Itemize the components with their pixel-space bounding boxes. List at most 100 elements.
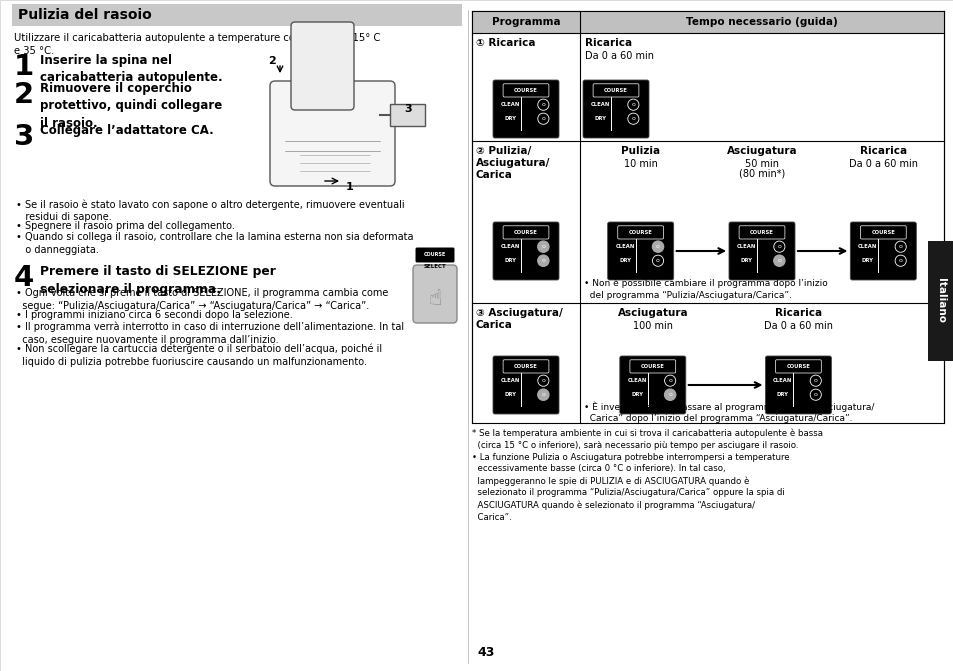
Text: DRY: DRY xyxy=(504,116,516,121)
Bar xyxy=(472,11,943,33)
Text: Inserire la spina nel
caricabatteria autopulente.: Inserire la spina nel caricabatteria aut… xyxy=(40,54,222,85)
Text: o: o xyxy=(541,258,545,263)
Text: • Se il rasoio è stato lavato con sapone o altro detergente, rimuovere eventuali: • Se il rasoio è stato lavato con sapone… xyxy=(16,199,404,222)
Text: CLEAN: CLEAN xyxy=(736,244,756,249)
Text: COURSE: COURSE xyxy=(514,88,537,93)
Text: CLEAN: CLEAN xyxy=(627,378,646,383)
FancyBboxPatch shape xyxy=(593,84,639,97)
Text: 2: 2 xyxy=(268,56,275,66)
Text: Rimuovere il coperchio
protettivo, quindi collegare
il rasoio.: Rimuovere il coperchio protettivo, quind… xyxy=(40,82,222,130)
FancyBboxPatch shape xyxy=(582,80,648,138)
Text: o: o xyxy=(541,378,545,383)
Text: • Non è possibile cambiare il programma dopo l’inizio
  del programma “Pulizia/A: • Non è possibile cambiare il programma … xyxy=(583,279,827,299)
Text: COURSE: COURSE xyxy=(603,88,627,93)
Text: DRY: DRY xyxy=(631,393,642,397)
FancyBboxPatch shape xyxy=(764,356,830,414)
FancyBboxPatch shape xyxy=(607,222,673,280)
Text: Programma: Programma xyxy=(491,17,559,27)
Bar xyxy=(390,104,424,126)
Circle shape xyxy=(664,389,675,401)
Text: o: o xyxy=(777,244,781,249)
Text: DRY: DRY xyxy=(776,393,788,397)
Text: 1: 1 xyxy=(346,182,354,192)
Text: COURSE: COURSE xyxy=(640,364,664,369)
Bar xyxy=(0,0,468,671)
Text: 1: 1 xyxy=(14,53,34,81)
Text: Da 0 a 60 min: Da 0 a 60 min xyxy=(584,51,654,61)
Text: • Non scollegare la cartuccia detergente o il serbatoio dell’acqua, poiché il
  : • Non scollegare la cartuccia detergente… xyxy=(16,344,382,367)
Text: Asciugatura: Asciugatura xyxy=(617,308,687,318)
Circle shape xyxy=(537,389,548,401)
Text: ① Ricarica: ① Ricarica xyxy=(476,38,535,48)
Text: CLEAN: CLEAN xyxy=(590,102,610,107)
FancyBboxPatch shape xyxy=(493,222,558,280)
Text: Asciugatura/: Asciugatura/ xyxy=(476,158,550,168)
FancyBboxPatch shape xyxy=(728,222,794,280)
FancyBboxPatch shape xyxy=(493,80,558,138)
Circle shape xyxy=(537,255,548,266)
Text: COURSE: COURSE xyxy=(514,230,537,235)
Text: o: o xyxy=(656,244,659,249)
Text: o: o xyxy=(631,116,635,121)
Text: ☝: ☝ xyxy=(428,289,441,309)
FancyBboxPatch shape xyxy=(416,248,454,262)
FancyBboxPatch shape xyxy=(502,84,548,97)
Text: • Quando si collega il rasoio, controllare che la lamina esterna non sia deforma: • Quando si collega il rasoio, controlla… xyxy=(16,232,413,255)
FancyBboxPatch shape xyxy=(849,222,916,280)
Text: o: o xyxy=(898,258,902,263)
FancyBboxPatch shape xyxy=(618,226,663,239)
Text: COURSE: COURSE xyxy=(628,230,652,235)
Text: Ricarica: Ricarica xyxy=(859,146,906,156)
Text: 3: 3 xyxy=(14,123,34,151)
Text: • È invece possibile passare al programma “Pulizia/Asciugatura/
  Carica” dopo l: • È invece possibile passare al programm… xyxy=(583,401,874,423)
FancyBboxPatch shape xyxy=(629,360,675,373)
Text: 43: 43 xyxy=(476,646,494,659)
Bar xyxy=(927,241,953,361)
Circle shape xyxy=(652,241,663,252)
Text: COURSE: COURSE xyxy=(870,230,894,235)
Text: COURSE: COURSE xyxy=(749,230,773,235)
Circle shape xyxy=(537,241,548,252)
Text: * Se la temperatura ambiente in cui si trova il caricabatteria autopulente è bas: * Se la temperatura ambiente in cui si t… xyxy=(472,429,822,521)
FancyBboxPatch shape xyxy=(291,22,354,110)
Text: Da 0 a 60 min: Da 0 a 60 min xyxy=(848,159,917,169)
Text: o: o xyxy=(541,393,545,397)
Text: Ricarica: Ricarica xyxy=(584,38,632,48)
Text: Carica: Carica xyxy=(476,320,513,330)
FancyBboxPatch shape xyxy=(413,265,456,323)
Text: Pulizia del rasoio: Pulizia del rasoio xyxy=(18,8,152,22)
Text: DRY: DRY xyxy=(861,258,873,263)
Text: o: o xyxy=(813,378,817,383)
Text: Asciugatura: Asciugatura xyxy=(726,146,797,156)
Text: 10 min: 10 min xyxy=(623,159,657,169)
Text: COURSE: COURSE xyxy=(785,364,809,369)
Text: CLEAN: CLEAN xyxy=(772,378,792,383)
Text: SELECT: SELECT xyxy=(423,264,446,270)
Text: 3: 3 xyxy=(404,104,412,114)
Bar xyxy=(12,4,461,26)
FancyBboxPatch shape xyxy=(502,360,548,373)
Text: • Il programma verrà interrotto in caso di interruzione dell’alimentazione. In t: • Il programma verrà interrotto in caso … xyxy=(16,321,404,345)
Text: ② Pulizia/: ② Pulizia/ xyxy=(476,146,531,156)
Text: Da 0 a 60 min: Da 0 a 60 min xyxy=(763,321,832,331)
Text: DRY: DRY xyxy=(504,393,516,397)
Text: o: o xyxy=(667,393,672,397)
FancyBboxPatch shape xyxy=(860,226,905,239)
FancyBboxPatch shape xyxy=(619,356,685,414)
Text: CLEAN: CLEAN xyxy=(858,244,877,249)
Text: (80 min*): (80 min*) xyxy=(739,169,784,179)
Text: o: o xyxy=(667,378,672,383)
Text: • Ogni volta che si preme il tasto di SELEZIONE, il programma cambia come
  segu: • Ogni volta che si preme il tasto di SE… xyxy=(16,288,388,311)
Text: CLEAN: CLEAN xyxy=(500,378,519,383)
Text: Italiano: Italiano xyxy=(935,278,945,323)
Text: 100 min: 100 min xyxy=(632,321,672,331)
Text: DRY: DRY xyxy=(618,258,631,263)
Text: Tempo necessario (guida): Tempo necessario (guida) xyxy=(685,17,837,27)
Text: • Spegnere il rasoio prima del collegamento.: • Spegnere il rasoio prima del collegame… xyxy=(16,221,234,231)
Circle shape xyxy=(773,255,784,266)
Text: Utilizzare il caricabatteria autopulente a temperature comprese tra 15° C
e 35 °: Utilizzare il caricabatteria autopulente… xyxy=(14,33,380,56)
Text: DRY: DRY xyxy=(594,116,606,121)
Text: o: o xyxy=(541,244,545,249)
Text: o: o xyxy=(631,102,635,107)
Text: Premere il tasto di SELEZIONE per
selezionare il programma.: Premere il tasto di SELEZIONE per selezi… xyxy=(40,265,275,295)
